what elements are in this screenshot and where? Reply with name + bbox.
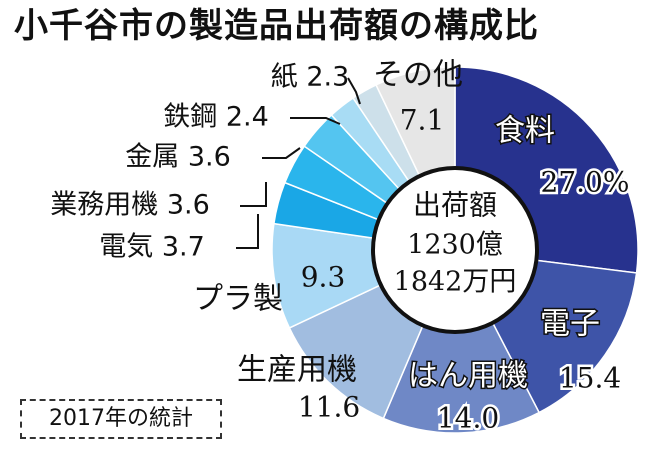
label-plastics: プラ製 [193, 282, 283, 317]
leader-line-steel [290, 117, 341, 125]
label-food: 食料 [495, 114, 555, 149]
value-electronics: 15.4 [559, 362, 621, 395]
center-circle [371, 166, 539, 334]
value-food: 27.0% [541, 166, 630, 199]
label-electrical: 電気 3.7 [99, 232, 205, 263]
center-total-line1: 1230億 [407, 230, 503, 261]
center-label: 出荷額 [413, 189, 497, 222]
label-metal: 金属 3.6 [125, 142, 231, 173]
label-electronics: 電子 [540, 307, 600, 342]
chart-title: 小千谷市の製造品出荷額の構成比 [14, 6, 539, 46]
value-plastics: 9.3 [301, 261, 346, 294]
label-other: その他 [373, 58, 463, 93]
value-general-machinery: 14.0 [437, 402, 499, 435]
leader-line-business-machinery [240, 182, 267, 207]
leader-line-paper [347, 77, 361, 105]
center-total-line2: 1842万円 [394, 267, 517, 298]
value-production-machinery: 11.6 [298, 391, 360, 424]
label-steel: 鉄鋼 2.4 [163, 102, 269, 133]
label-production-machinery: 生産用機 [237, 353, 357, 388]
leader-line-electrical [236, 214, 259, 249]
statistics-note: 2017年の統計 [20, 399, 222, 439]
value-other: 7.1 [400, 104, 445, 137]
label-business-machinery: 業務用機 3.6 [50, 190, 210, 221]
label-paper: 紙 2.3 [271, 62, 350, 93]
pie-slice-general-machinery [382, 248, 541, 434]
leader-line-metal [262, 147, 301, 159]
label-general-machinery: はん用機 [408, 359, 528, 394]
